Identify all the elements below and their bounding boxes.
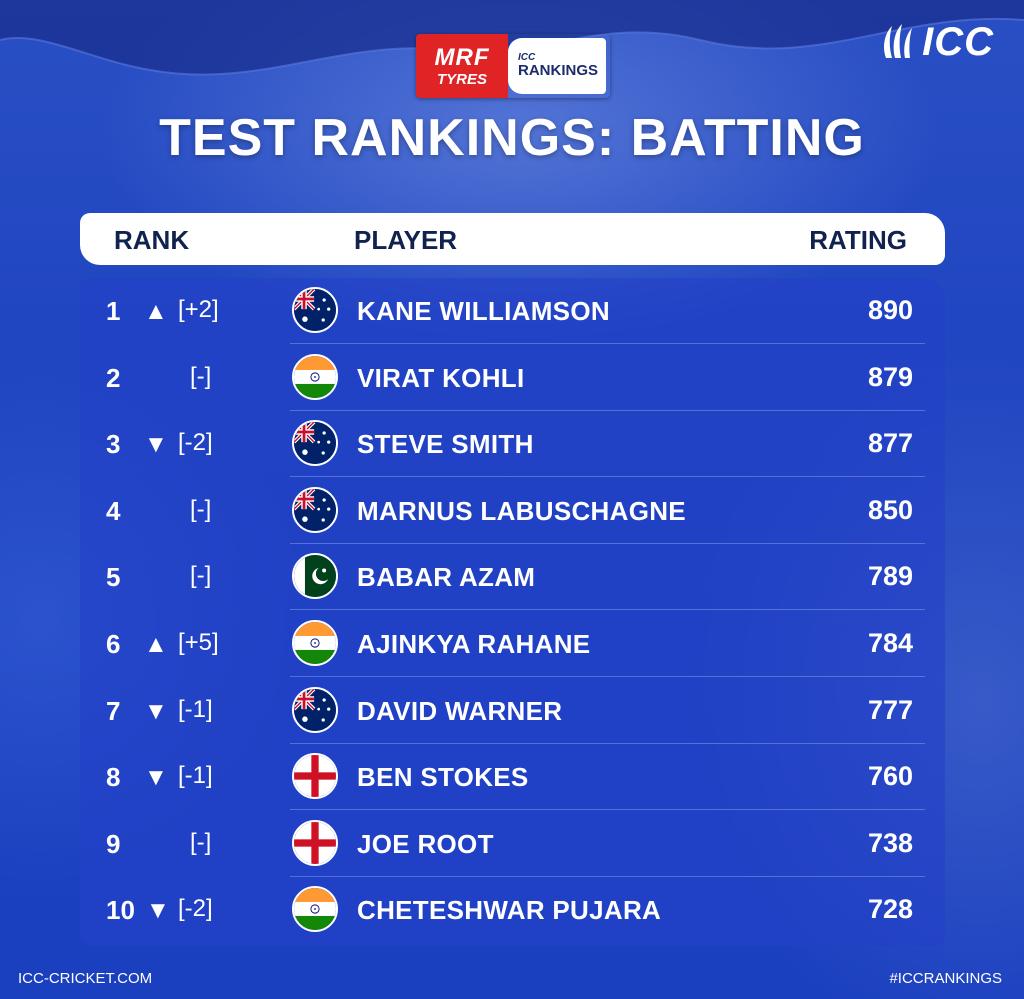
row-divider bbox=[290, 742, 925, 744]
player-rating: 850 bbox=[867, 494, 913, 525]
table-row: 3 ▼ [-2] STEVE SMITH 877 bbox=[80, 411, 945, 478]
rank-change: [-] bbox=[190, 562, 212, 590]
row-divider bbox=[290, 809, 925, 811]
icc-logo: ICC bbox=[880, 18, 994, 66]
rank-number: 6 bbox=[106, 629, 121, 659]
table-header: RANK PLAYER RATING bbox=[80, 213, 945, 265]
row-divider bbox=[290, 476, 925, 478]
mrf-tyres-logo: MRF TYRES bbox=[416, 34, 508, 98]
player-name: VIRAT KOHLI bbox=[357, 362, 525, 393]
table-row: 6 ▲ [+5] AJINKYA RAHANE 784 bbox=[80, 611, 945, 677]
table-row: 5 [-] BABAR AZAM 789 bbox=[80, 544, 945, 611]
up-arrow-icon: ▲ bbox=[144, 631, 168, 658]
table-row: 1 ▲ [+2] KANE WILLIAMSON 890 bbox=[80, 278, 945, 344]
player-rating: 777 bbox=[867, 694, 913, 725]
player-name: STEVE SMITH bbox=[357, 429, 534, 460]
page-title: TEST RANKINGS: BATTING bbox=[159, 109, 865, 167]
down-arrow-icon: ▼ bbox=[144, 764, 168, 792]
rank-number: 3 bbox=[106, 429, 121, 460]
player-rating: 877 bbox=[867, 428, 913, 459]
player-rating: 738 bbox=[867, 827, 913, 858]
table-row: 9 [-] JOE ROOT 738 bbox=[80, 811, 945, 877]
australia-flag-icon bbox=[292, 686, 338, 733]
row-divider bbox=[290, 875, 925, 877]
header-rating: RATING bbox=[809, 225, 907, 255]
icc-rankings-badge: ICC RANKINGS bbox=[508, 38, 606, 94]
row-divider bbox=[290, 676, 925, 677]
player-name: BABAR AZAM bbox=[357, 562, 536, 593]
header-player: PLAYER bbox=[354, 225, 458, 255]
rank-change: [-1] bbox=[178, 762, 213, 790]
rankings-table: 1 ▲ [+2] KANE WILLIAMSON 890 2 [-] VIRAT KOHLI 8… bbox=[80, 278, 945, 946]
rank-change: [-2] bbox=[178, 429, 213, 457]
row-divider bbox=[290, 343, 925, 344]
rank-number: 9 bbox=[106, 828, 121, 859]
rank-number: 2 bbox=[106, 362, 121, 393]
player-rating: 760 bbox=[867, 761, 913, 792]
player-rating: 890 bbox=[867, 295, 913, 325]
australia-flag-icon bbox=[292, 486, 338, 533]
header-rank: RANK bbox=[114, 225, 190, 255]
rank-number: 4 bbox=[106, 495, 121, 526]
australia-flag-icon bbox=[292, 287, 338, 333]
player-name: MARNUS LABUSCHAGNE bbox=[357, 495, 686, 526]
rank-change: [-] bbox=[190, 362, 212, 390]
mrf-icc-rankings-logo: MRF TYRES ICC RANKINGS bbox=[416, 34, 610, 98]
rank-change: [-2] bbox=[178, 895, 213, 923]
rank-change: [+2] bbox=[178, 296, 219, 323]
player-name: DAVID WARNER bbox=[357, 695, 563, 726]
pakistan-flag-icon bbox=[292, 553, 338, 600]
player-rating: 879 bbox=[867, 361, 913, 392]
england-flag-icon bbox=[292, 753, 338, 800]
player-name: AJINKYA RAHANE bbox=[357, 629, 591, 659]
row-divider bbox=[290, 542, 925, 544]
player-name: CHETESHWAR PUJARA bbox=[357, 895, 662, 926]
footer-hashtag: #ICCRANKINGS bbox=[889, 970, 1002, 987]
rank-number: 1 bbox=[106, 296, 121, 326]
india-flag-icon bbox=[292, 353, 338, 400]
player-name: JOE ROOT bbox=[357, 828, 494, 859]
down-arrow-icon: ▼ bbox=[144, 431, 168, 459]
table-row: 2 [-] VIRAT KOHLI 879 bbox=[80, 345, 945, 411]
england-flag-icon bbox=[292, 819, 338, 866]
player-rating: 784 bbox=[867, 628, 913, 658]
rank-change: [-] bbox=[190, 828, 212, 856]
down-arrow-icon: ▼ bbox=[144, 697, 168, 725]
icc-emblem-icon bbox=[884, 24, 913, 58]
player-name: KANE WILLIAMSON bbox=[357, 296, 610, 326]
india-flag-icon bbox=[292, 886, 338, 933]
table-row: 7 ▼ [-1] DAVID WARNER 777 bbox=[80, 678, 945, 744]
india-flag-icon bbox=[292, 620, 338, 666]
table-row: 10 ▼ [-2] CHETESHWAR PUJARA 728 bbox=[80, 877, 945, 943]
australia-flag-icon bbox=[292, 420, 338, 467]
row-divider bbox=[290, 409, 925, 411]
footer-website: ICC-CRICKET.COM bbox=[18, 970, 153, 987]
table-row: 8 ▼ [-1] BEN STOKES 760 bbox=[80, 744, 945, 811]
rank-change: [-1] bbox=[178, 695, 213, 723]
rank-change: [+5] bbox=[178, 629, 219, 656]
player-rating: 789 bbox=[867, 561, 913, 592]
table-row: 4 [-] MARNUS LABUSCHAGNE 850 bbox=[80, 478, 945, 544]
rank-number: 10 bbox=[106, 895, 135, 926]
row-divider bbox=[290, 609, 925, 611]
rank-change: [-] bbox=[190, 495, 212, 523]
up-arrow-icon: ▲ bbox=[144, 298, 168, 325]
icc-logo-text: ICC bbox=[922, 19, 994, 64]
player-name: BEN STOKES bbox=[357, 762, 529, 793]
rank-number: 5 bbox=[106, 562, 121, 593]
rank-number: 7 bbox=[106, 695, 121, 726]
player-rating: 728 bbox=[867, 894, 913, 925]
down-arrow-icon: ▼ bbox=[146, 897, 170, 925]
rank-number: 8 bbox=[106, 762, 121, 793]
